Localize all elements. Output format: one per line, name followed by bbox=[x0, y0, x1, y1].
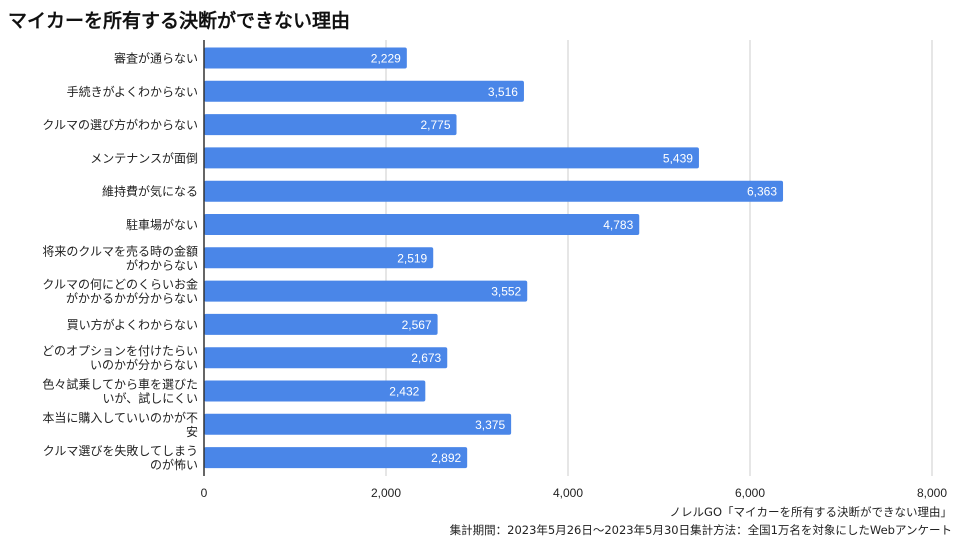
bar bbox=[204, 280, 528, 302]
bar-value-label: 2,892 bbox=[431, 451, 461, 465]
category-label: 審査が通らない bbox=[114, 51, 198, 66]
bar-value-label: 3,552 bbox=[491, 285, 521, 299]
bar bbox=[204, 413, 512, 435]
category-label: 安 bbox=[186, 424, 198, 439]
bar bbox=[204, 247, 434, 269]
category-label: いが、試しにくい bbox=[102, 391, 198, 406]
x-tick-label: 0 bbox=[201, 486, 208, 500]
x-tick-label: 8,000 bbox=[917, 486, 947, 500]
bar-value-label: 3,516 bbox=[488, 85, 518, 99]
bar-value-label: 4,783 bbox=[603, 218, 633, 232]
bar-value-label: 2,673 bbox=[411, 351, 441, 365]
source-line-1: ノレルGO「マイカーを所有する決断ができない理由」 bbox=[669, 505, 952, 519]
bar-value-label: 2,519 bbox=[397, 251, 427, 265]
bar bbox=[204, 380, 426, 402]
bar bbox=[204, 447, 468, 469]
category-label: メンテナンスが面倒 bbox=[90, 150, 198, 165]
bar bbox=[204, 347, 448, 369]
category-label: 色々試乗してから車を選びた bbox=[42, 377, 198, 392]
category-label: がかかるかが分からない bbox=[66, 291, 198, 306]
category-label: 将来のクルマを売る時の金額 bbox=[42, 243, 198, 258]
bar bbox=[204, 147, 699, 169]
x-tick-label: 6,000 bbox=[735, 486, 765, 500]
bar bbox=[204, 180, 784, 202]
bar-value-label: 2,229 bbox=[371, 52, 401, 66]
bar bbox=[204, 114, 457, 136]
category-label: 手続きがよくわからない bbox=[67, 84, 198, 99]
category-label: がわからない bbox=[126, 257, 198, 272]
category-label: のが怖い bbox=[150, 457, 198, 472]
bar bbox=[204, 214, 640, 235]
bar-value-label: 2,775 bbox=[420, 118, 450, 132]
category-label: 買い方がよくわからない bbox=[67, 317, 198, 332]
category-label: 駐車場がない bbox=[126, 217, 198, 232]
bar bbox=[204, 80, 524, 102]
bar-value-label: 2,567 bbox=[402, 318, 432, 332]
bar bbox=[204, 313, 438, 335]
x-tick-label: 4,000 bbox=[553, 486, 583, 500]
chart-title: マイカーを所有する決断ができない理由 bbox=[8, 10, 351, 32]
bar-value-label: 5,439 bbox=[663, 151, 693, 165]
bar-value-label: 3,375 bbox=[475, 418, 505, 432]
category-label: クルマの何にどのくらいお金 bbox=[42, 277, 198, 292]
bar-chart: 2,229 審査が通らない 3,516 手続きがよくわからない 2,775 クルマの選び方… bbox=[42, 40, 947, 500]
bar bbox=[204, 47, 407, 69]
bar-value-label: 2,432 bbox=[389, 385, 419, 399]
bar-value-label: 6,363 bbox=[747, 185, 777, 199]
category-label: いのかが分からない bbox=[90, 357, 198, 372]
category-label: クルマ選びを失敗してしまう bbox=[43, 443, 198, 458]
category-label: 本当に購入していいのかが不 bbox=[42, 410, 198, 425]
x-tick-label: 2,000 bbox=[371, 486, 401, 500]
category-label: 維持費が気になる bbox=[102, 184, 198, 199]
category-label: クルマの選び方がわからない bbox=[42, 117, 198, 132]
source-line-2: 集計期間：2023年5月26日～2023年5月30日集計方法：全国1万名を対象に… bbox=[449, 523, 952, 537]
category-label: どのオプションを付けたらい bbox=[42, 344, 198, 358]
